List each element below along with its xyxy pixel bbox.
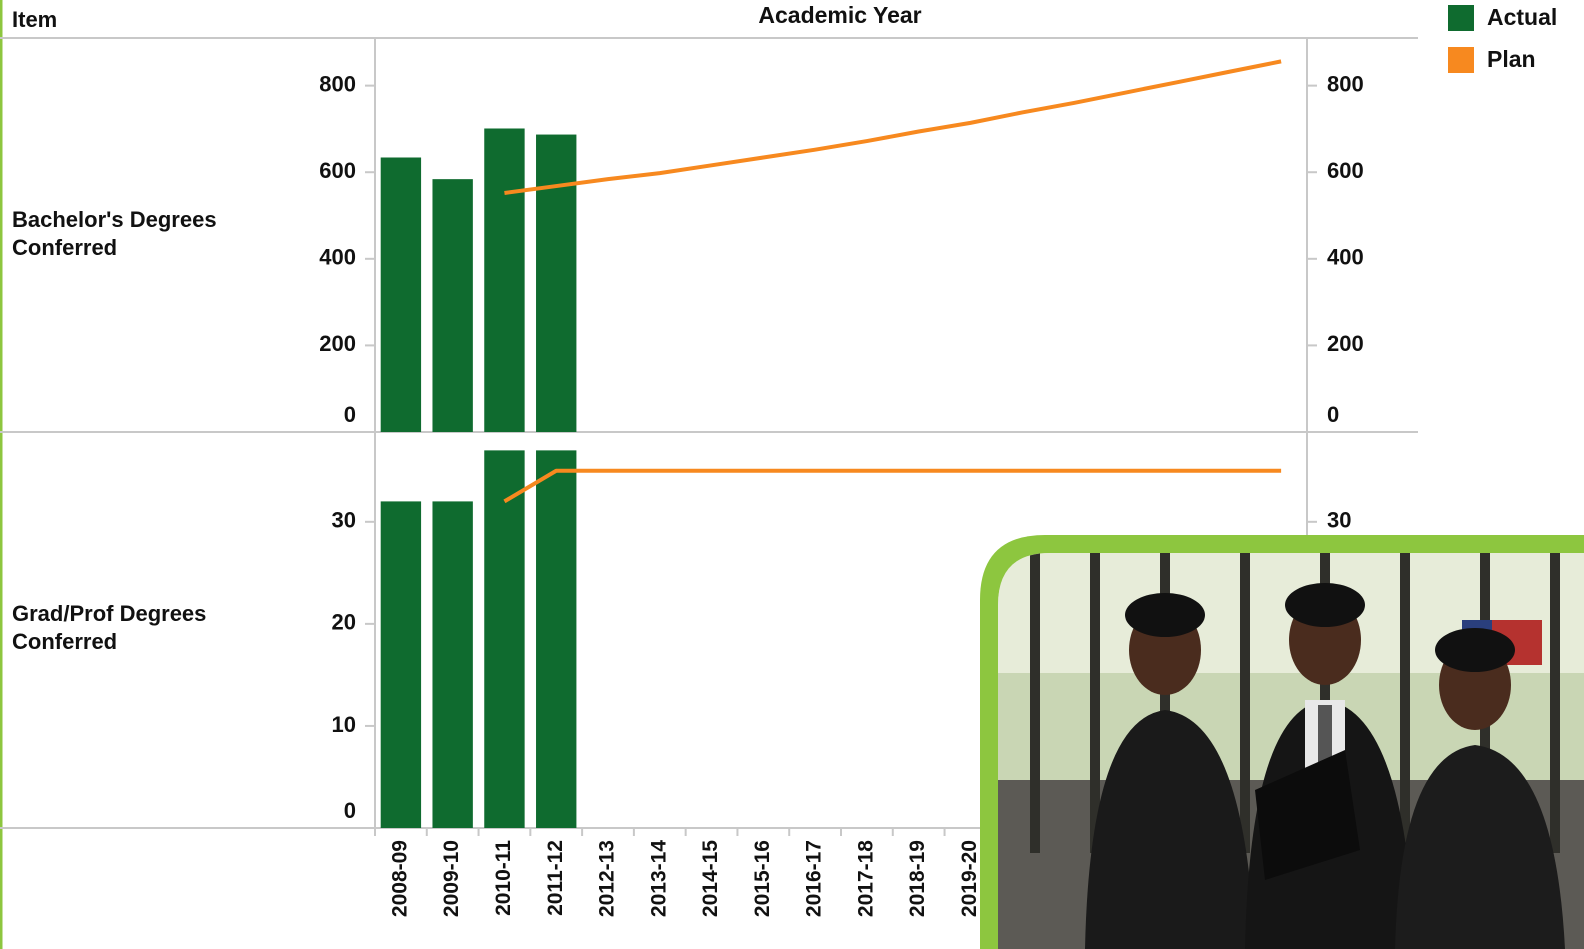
legend-swatch [1448, 5, 1474, 31]
bar [484, 128, 525, 432]
x-tick-label: 2019-20 [958, 840, 981, 917]
photo-hair [1435, 628, 1515, 672]
x-tick-label: 2010-11 [492, 840, 515, 916]
x-title: Academic Year [758, 2, 921, 28]
row-label: Grad/Prof Degrees Conferred [12, 601, 207, 654]
photo-hair [1285, 583, 1365, 627]
bar [484, 450, 525, 828]
photo-gown [1085, 710, 1255, 949]
x-tick-label: 2015-16 [751, 840, 774, 917]
y2-tick-label: 0 [1327, 402, 1339, 427]
bar [380, 501, 422, 828]
x-tick-label: 2014-15 [699, 840, 722, 917]
legend-label: Plan [1487, 46, 1536, 72]
photo-cap [1255, 750, 1360, 880]
y-tick-label: 10 [332, 712, 356, 737]
x-tick-label: 2018-19 [906, 840, 929, 917]
photo [980, 535, 1584, 949]
bar [536, 450, 577, 828]
bar [536, 134, 577, 433]
y-tick-label: 30 [332, 508, 356, 533]
y-tick-label: 200 [319, 331, 356, 356]
x-tick-label: 2017-18 [854, 840, 877, 917]
y-tick-label: 0 [344, 402, 356, 427]
plan-line [504, 59, 1282, 195]
bar [432, 179, 473, 432]
y-tick-label: 600 [319, 158, 356, 183]
photo-window-post [1550, 553, 1560, 853]
photo-window-post [1160, 553, 1170, 853]
item-header: Item [12, 7, 57, 32]
x-tick-label: 2009-10 [440, 840, 463, 917]
photo-window-post [1400, 553, 1410, 853]
y2-tick-label: 600 [1327, 158, 1364, 183]
y2-tick-label: 800 [1327, 71, 1364, 96]
legend-swatch [1448, 47, 1474, 73]
photo-window-post [1090, 553, 1100, 853]
x-tick-label: 2012-13 [596, 840, 619, 917]
legend-label: Actual [1487, 4, 1557, 30]
y2-tick-label: 400 [1327, 245, 1364, 270]
x-tick-label: 2013-14 [647, 840, 670, 917]
photo-window-post [1240, 553, 1250, 853]
bar [380, 157, 422, 432]
y-tick-label: 400 [319, 245, 356, 270]
x-tick-label: 2011-12 [544, 840, 567, 916]
y-tick-label: 800 [319, 71, 356, 96]
y-tick-label: 20 [332, 610, 356, 635]
photo-image [998, 553, 1584, 949]
y2-tick-label: 200 [1327, 331, 1364, 356]
row-label: Bachelor's Degrees Conferred [12, 207, 217, 260]
x-tick-label: 2016-17 [803, 840, 826, 917]
photo-window-post [1030, 553, 1040, 853]
plan-line [503, 468, 1282, 504]
y-tick-label: 0 [344, 798, 356, 823]
bar [432, 501, 473, 828]
x-tick-label: 2008-09 [388, 840, 411, 917]
photo-hair [1125, 593, 1205, 637]
photo-gown [1395, 745, 1565, 949]
y2-tick-label: 30 [1327, 508, 1351, 533]
